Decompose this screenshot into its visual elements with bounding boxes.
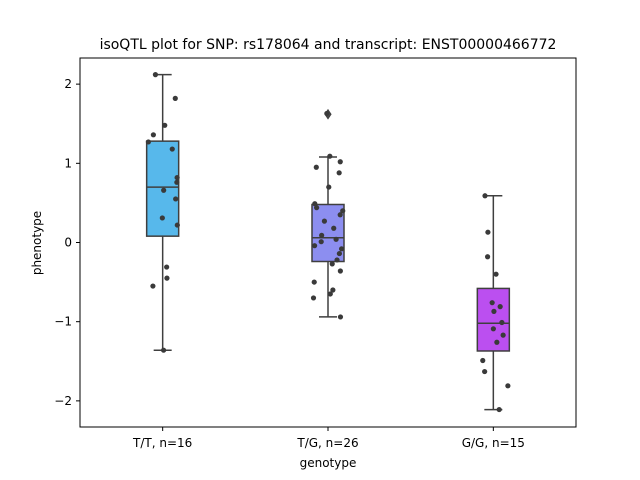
data-point [174, 222, 180, 228]
data-point [324, 110, 330, 117]
data-point [159, 215, 165, 221]
tick-layer: T/T, n=16 T/G, n=26 G/G, n=15 2 1 0 −1 −2 [54, 77, 525, 450]
data-point [330, 287, 336, 293]
data-point [336, 170, 342, 176]
data-point [337, 268, 343, 274]
data-point [161, 187, 167, 193]
box-group-1 [145, 72, 180, 353]
data-point [497, 304, 503, 310]
data-point [337, 212, 343, 218]
data-point [150, 132, 156, 138]
data-point [311, 279, 317, 285]
data-point [174, 174, 180, 181]
data-point [145, 139, 151, 145]
data-point [327, 291, 333, 297]
data-point [313, 164, 319, 170]
data-point [174, 179, 180, 185]
data-point [164, 264, 170, 270]
data-point [482, 368, 488, 375]
data-point [312, 201, 318, 207]
data-point [319, 232, 325, 238]
data-point [337, 159, 343, 165]
data-point [480, 357, 486, 364]
data-point [500, 332, 506, 338]
data-point [164, 275, 170, 281]
data-point [496, 406, 502, 413]
y-tick-label: −1 [54, 315, 72, 329]
data-point [329, 261, 335, 267]
data-point [490, 326, 496, 332]
data-point [169, 146, 175, 152]
data-point [494, 339, 500, 345]
x-tick-label: T/G, n=26 [296, 436, 358, 450]
y-tick-label: 0 [64, 236, 72, 250]
data-point [505, 383, 511, 389]
data-point [152, 72, 159, 78]
data-point [337, 314, 344, 320]
data-point [150, 283, 156, 289]
chart-title: isoQTL plot for SNP: rs178064 and transc… [100, 37, 557, 53]
data-point [336, 250, 343, 257]
plot-layer [145, 72, 511, 413]
data-point [333, 236, 339, 242]
data-point [493, 271, 499, 277]
y-axis-label: phenotype [30, 211, 44, 275]
data-point [321, 218, 328, 224]
data-point [482, 193, 488, 199]
data-point [327, 153, 333, 159]
y-tick-label: −2 [54, 394, 72, 408]
x-axis-label: genotype [300, 456, 357, 470]
data-point [326, 184, 332, 190]
data-point [160, 347, 167, 353]
data-point [485, 229, 491, 235]
data-point [491, 308, 497, 314]
data-point [172, 95, 178, 101]
x-tick-label: G/G, n=15 [462, 436, 525, 450]
data-point [334, 257, 340, 263]
data-point [338, 246, 345, 252]
box-iqr [476, 287, 511, 352]
data-point [173, 196, 179, 202]
box-group-3 [476, 193, 511, 413]
data-point [489, 300, 495, 306]
data-point [314, 205, 320, 211]
y-tick-label: 1 [64, 156, 72, 170]
data-point [484, 254, 491, 260]
data-point [331, 225, 337, 231]
data-point [499, 319, 505, 326]
data-point [310, 295, 317, 301]
data-point [311, 243, 318, 249]
data-point [318, 239, 324, 245]
data-point [340, 208, 346, 214]
box-group-2 [310, 108, 346, 320]
x-tick-label: T/T, n=16 [132, 436, 192, 450]
y-tick-label: 2 [64, 77, 72, 91]
data-point [162, 122, 168, 128]
